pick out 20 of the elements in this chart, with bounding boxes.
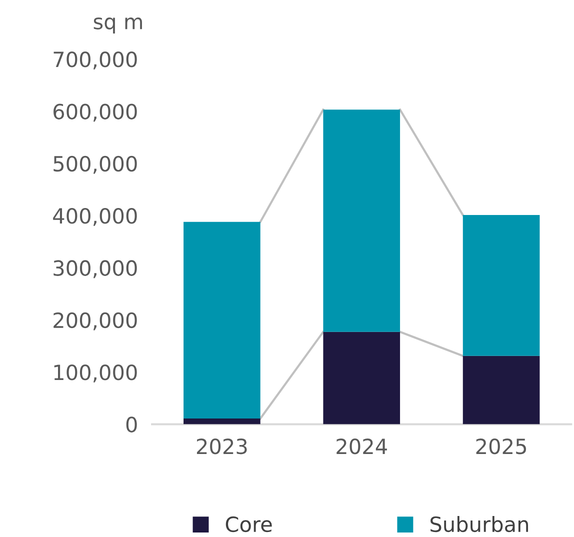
bar (323, 332, 400, 424)
legend-label: Suburban (430, 516, 528, 532)
y-tick-label: 500,000 (54, 156, 137, 174)
bar (184, 222, 260, 418)
bar (184, 418, 260, 424)
y-tick-label: 700,000 (54, 52, 137, 70)
y-axis-title: sq m (94, 18, 142, 34)
x-tick-label: 2024 (336, 438, 387, 454)
x-tick-label: 2025 (476, 438, 526, 454)
y-tick-label: 100,000 (54, 364, 137, 382)
y-tick-label: 200,000 (54, 312, 137, 330)
legend-label: Core (226, 516, 272, 532)
x-tick-label: 2023 (196, 438, 247, 454)
y-tick-label: 300,000 (54, 260, 137, 278)
y-tick-label: 0 (126, 416, 137, 432)
bar (323, 110, 400, 332)
y-tick-label: 400,000 (53, 208, 137, 226)
y-tick-label: 600,000 (54, 104, 137, 122)
bar (462, 215, 540, 356)
bar (462, 356, 540, 424)
